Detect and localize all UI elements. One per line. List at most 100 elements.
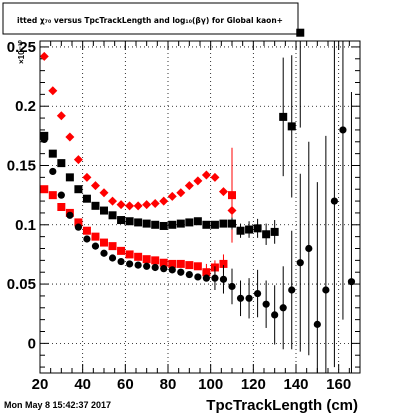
data-point-square xyxy=(151,220,160,229)
data-point-square xyxy=(142,219,151,228)
data-point-square xyxy=(57,203,66,211)
data-point-square xyxy=(219,219,228,228)
data-point-square xyxy=(202,220,211,229)
data-point-square xyxy=(142,255,151,264)
data-point-diamond xyxy=(82,172,92,182)
data-point-diamond xyxy=(48,86,58,96)
data-point-diamond xyxy=(73,155,83,165)
data-point-circle xyxy=(168,266,176,274)
data-point-square xyxy=(100,206,108,215)
data-point-square xyxy=(193,217,202,226)
data-point-square xyxy=(262,230,271,239)
data-point-diamond xyxy=(39,51,49,61)
data-point-circle xyxy=(74,223,82,231)
data-point-square xyxy=(176,219,185,228)
data-point-circle xyxy=(100,249,108,257)
data-point-diamond xyxy=(218,187,228,197)
data-point-square xyxy=(245,225,254,234)
data-point-square xyxy=(168,259,177,268)
x-axis-label: TpcTrackLength (cm) xyxy=(206,397,358,414)
data-point-circle xyxy=(236,294,245,302)
data-point-square xyxy=(134,252,143,261)
data-point-square xyxy=(117,246,126,255)
x-tick-label: 40 xyxy=(74,376,91,393)
data-point-circle xyxy=(185,270,193,279)
data-point-square xyxy=(185,261,194,270)
data-point-circle xyxy=(228,282,236,291)
data-point-square xyxy=(91,232,100,241)
data-point-circle xyxy=(262,300,270,308)
data-point-square xyxy=(159,221,168,230)
data-point-square xyxy=(74,218,83,227)
data-point-circle xyxy=(288,286,296,294)
data-point-circle xyxy=(108,254,117,262)
data-point-square xyxy=(202,268,211,277)
data-point-diamond xyxy=(142,200,152,210)
data-point-diamond xyxy=(99,188,109,198)
chart-title: itted χ₇₀ versus TpcTrackLength and log₁… xyxy=(17,16,283,25)
data-point-circle xyxy=(211,274,219,282)
data-point-square xyxy=(48,149,57,158)
y-tick-label: 0.05 xyxy=(7,276,36,293)
data-point-square xyxy=(151,256,160,265)
data-point-diamond xyxy=(159,196,169,206)
data-point-circle xyxy=(245,294,253,302)
data-point-square xyxy=(219,259,228,268)
x-tick-label: 100 xyxy=(198,376,223,393)
series-3 xyxy=(40,41,356,373)
data-point-circle xyxy=(91,242,100,250)
data-point-diamond xyxy=(184,181,194,191)
data-point-diamond xyxy=(176,188,186,198)
data-point-circle xyxy=(322,286,330,294)
data-point-square xyxy=(48,191,57,200)
data-point-circle xyxy=(126,260,134,268)
data-point-circle xyxy=(254,289,262,298)
y-tick-label: 0 xyxy=(28,335,36,352)
data-point-circle xyxy=(177,268,185,276)
data-point-circle xyxy=(40,135,48,144)
x-tick-label: 60 xyxy=(117,376,134,393)
data-point-square xyxy=(270,227,279,236)
data-point-circle xyxy=(219,275,228,283)
data-point-diamond xyxy=(125,201,135,211)
data-point-square xyxy=(125,217,134,226)
tick-labels: 20 40 60 80 100 120 140 160 0 0.05 0.1 0.15 0.2 0.25 xyxy=(7,39,351,393)
data-point-square xyxy=(296,28,305,37)
data-point-circle xyxy=(347,278,356,286)
data-point-square xyxy=(134,218,143,227)
data-point-circle xyxy=(305,244,313,253)
data-point-square xyxy=(185,218,194,227)
data-point-square xyxy=(236,226,245,235)
data-point-square xyxy=(287,122,296,131)
data-point-square xyxy=(117,216,126,225)
data-point-diamond xyxy=(90,181,100,191)
timestamp: Mon May 8 15:42:37 2017 xyxy=(4,400,111,410)
data-point-diamond xyxy=(108,196,118,206)
x-tick-label: 20 xyxy=(32,376,49,393)
x-tick-label: 140 xyxy=(283,376,308,393)
data-point-square xyxy=(228,219,236,228)
data-point-diamond xyxy=(193,176,203,186)
data-point-circle xyxy=(279,304,287,312)
data-point-square xyxy=(279,112,288,121)
data-point-circle xyxy=(49,167,57,176)
data-point-square xyxy=(82,194,91,203)
title-box xyxy=(2,2,299,35)
data-point-diamond xyxy=(65,132,75,142)
data-point-square xyxy=(82,226,91,235)
data-point-square xyxy=(253,224,262,233)
data-point-diamond xyxy=(133,201,143,211)
data-point-circle xyxy=(143,262,151,270)
data-point-circle xyxy=(160,265,168,273)
data-point-circle xyxy=(330,197,338,205)
data-point-square xyxy=(159,258,168,267)
data-point-square xyxy=(57,159,66,168)
y-tick-label: 0.1 xyxy=(15,217,36,234)
data-point-circle xyxy=(134,261,142,269)
data-point-square xyxy=(193,262,202,271)
data-point-square xyxy=(108,242,117,251)
data-point-square xyxy=(65,173,74,182)
series-0 xyxy=(39,51,237,235)
